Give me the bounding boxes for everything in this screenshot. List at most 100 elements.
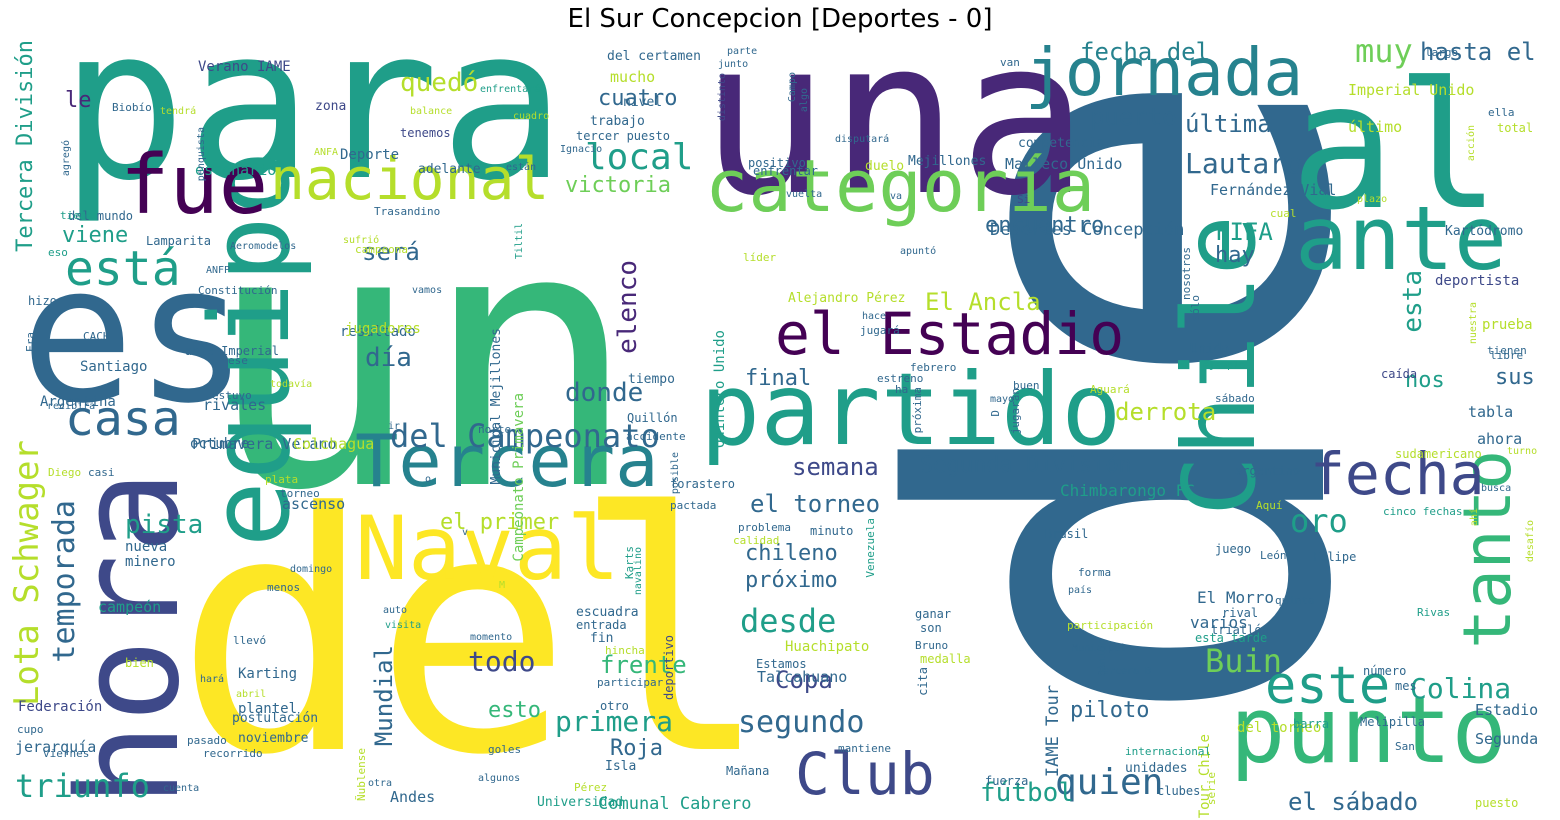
word-vuelta: vuelta	[786, 189, 823, 200]
word-disputara: disputará	[835, 134, 890, 145]
word-si: Si	[1017, 193, 1031, 206]
word-campo: Campo	[787, 72, 798, 103]
word-jugaran: jugarán	[1009, 388, 1022, 435]
word-talcahuano: Talcahuano	[757, 668, 848, 686]
word-campeon: campeón	[98, 598, 162, 616]
word-roja: Roja	[610, 736, 663, 761]
word-el-sabado: el sábado	[1288, 788, 1419, 816]
word-quien: quien	[1055, 762, 1164, 803]
word-esto: esto	[488, 698, 541, 723]
word-tiempo: tiempo	[628, 372, 675, 387]
word-huachipato: Huachipato	[785, 639, 870, 655]
word-venezuela: Venezuela	[864, 518, 877, 578]
word-copa: Copa	[775, 666, 833, 694]
word-donde: donde	[565, 378, 644, 408]
word-son: son	[920, 621, 942, 635]
word-casa: casa	[65, 391, 181, 447]
word-malleco-unido: Malleco Unido	[1005, 155, 1123, 173]
word-categoria: categoría	[705, 144, 1096, 228]
word-frente: frente	[600, 651, 687, 679]
word-menos: menos	[267, 581, 301, 594]
word-trabajo: trabajo	[590, 114, 645, 129]
word-nos: nos	[1405, 368, 1445, 393]
word-minuto: minuto	[810, 524, 854, 538]
word-forastero: forastero	[670, 477, 736, 491]
word-plata: plata	[265, 473, 299, 486]
word-segundo: segundo	[738, 705, 865, 740]
word-chileno: chileno	[745, 541, 838, 566]
word-puerto: puerto	[1090, 103, 1177, 131]
word-mayo: mayo	[990, 394, 1015, 405]
word-fecha-del: fecha del	[1080, 38, 1211, 66]
word-esta: esta	[1398, 270, 1428, 333]
word-andes: Andes	[390, 788, 436, 806]
word-trasandino: Trasandino	[374, 205, 441, 218]
word-quinta: quinta	[1275, 594, 1315, 607]
word-santiago: Santiago	[80, 359, 148, 375]
word-d: D	[989, 410, 1002, 417]
word-tercera: Tercera	[355, 419, 659, 503]
word-bien: bien	[125, 656, 154, 670]
word-octubre: octubre	[190, 436, 250, 452]
word-tienen: tienen	[1487, 344, 1527, 357]
word-libre: libre	[1490, 349, 1524, 362]
word-buen: buen	[1013, 379, 1040, 392]
word-sera: será	[362, 238, 420, 266]
word-pactada: pactada	[670, 499, 717, 512]
word-deportivo: deportivo	[662, 635, 676, 701]
word-noviembre: noviembre	[238, 731, 309, 746]
word-clubes: clubes	[1157, 784, 1201, 798]
word-todavia: todavía	[270, 379, 313, 390]
word-lider: líder	[743, 251, 777, 264]
word-ahi: ahí	[1469, 508, 1480, 527]
word-quedo: quedó	[400, 68, 479, 98]
word-melipilla: Melipilla	[1360, 715, 1426, 729]
word-argentino: argentino	[1235, 464, 1301, 478]
word-caida: caída	[1381, 367, 1418, 381]
word-ganar: ganar	[915, 607, 952, 621]
word-lamparita: Lamparita	[146, 234, 212, 248]
word-participar: participar	[597, 676, 664, 689]
word-derrota: derrota	[1115, 398, 1217, 426]
word-jornada: jornada	[1025, 34, 1304, 111]
word-quillon: Quillón	[627, 411, 678, 425]
word-felipe: Felipe	[1313, 550, 1357, 564]
word-ante: ante	[1295, 187, 1507, 290]
word-fuerza: fuerza	[985, 774, 1029, 788]
word-tiltil: Tiltil	[514, 223, 525, 260]
word-elenco: elenco	[613, 260, 643, 354]
word-hasta-el: hasta el	[1420, 38, 1536, 66]
word-torneo: torneo	[280, 487, 320, 500]
word-competencia: competencia	[1018, 136, 1105, 151]
word-visita: visita	[385, 620, 422, 631]
word-el-estadio: el Estadio	[775, 300, 1125, 368]
word-este: este	[1265, 656, 1391, 716]
word-piloto: piloto	[1070, 698, 1150, 723]
word-ultimo: último	[1348, 118, 1403, 136]
word-para: para	[60, 0, 566, 227]
word-desde: desde	[740, 602, 837, 640]
word-v: v	[462, 527, 469, 538]
word-participacion: participación	[1067, 619, 1154, 632]
word-adelante: adelante	[418, 162, 481, 177]
word-apunto: apuntó	[900, 246, 937, 257]
word-pais: país	[1068, 585, 1093, 596]
word-todo: todo	[468, 645, 536, 678]
word-chimbarongo-fc: Chimbarongo FC	[1060, 481, 1195, 500]
word-rivales: rivales	[203, 396, 267, 414]
word-el-torneo: el torneo	[750, 490, 881, 518]
word-total: total	[1497, 121, 1534, 135]
word-barra: barra	[1293, 717, 1330, 731]
word-era: Era	[24, 332, 37, 352]
word-dia: día	[365, 343, 412, 373]
chart-title: El Sur Concepcion [Deportes - 0]	[567, 4, 993, 34]
word-proximo: próximo	[745, 568, 838, 593]
word-goles: goles	[488, 743, 522, 756]
word-tercera-division: Tercera División	[13, 40, 38, 252]
word-ha: ha	[895, 383, 909, 396]
word-comunal-cabrero: Comunal Cabrero	[598, 794, 752, 814]
word-fernandez-vial: Fernández Vial	[1210, 181, 1337, 199]
word-numero: número	[1363, 664, 1407, 678]
word-duelo: duelo	[865, 159, 905, 174]
